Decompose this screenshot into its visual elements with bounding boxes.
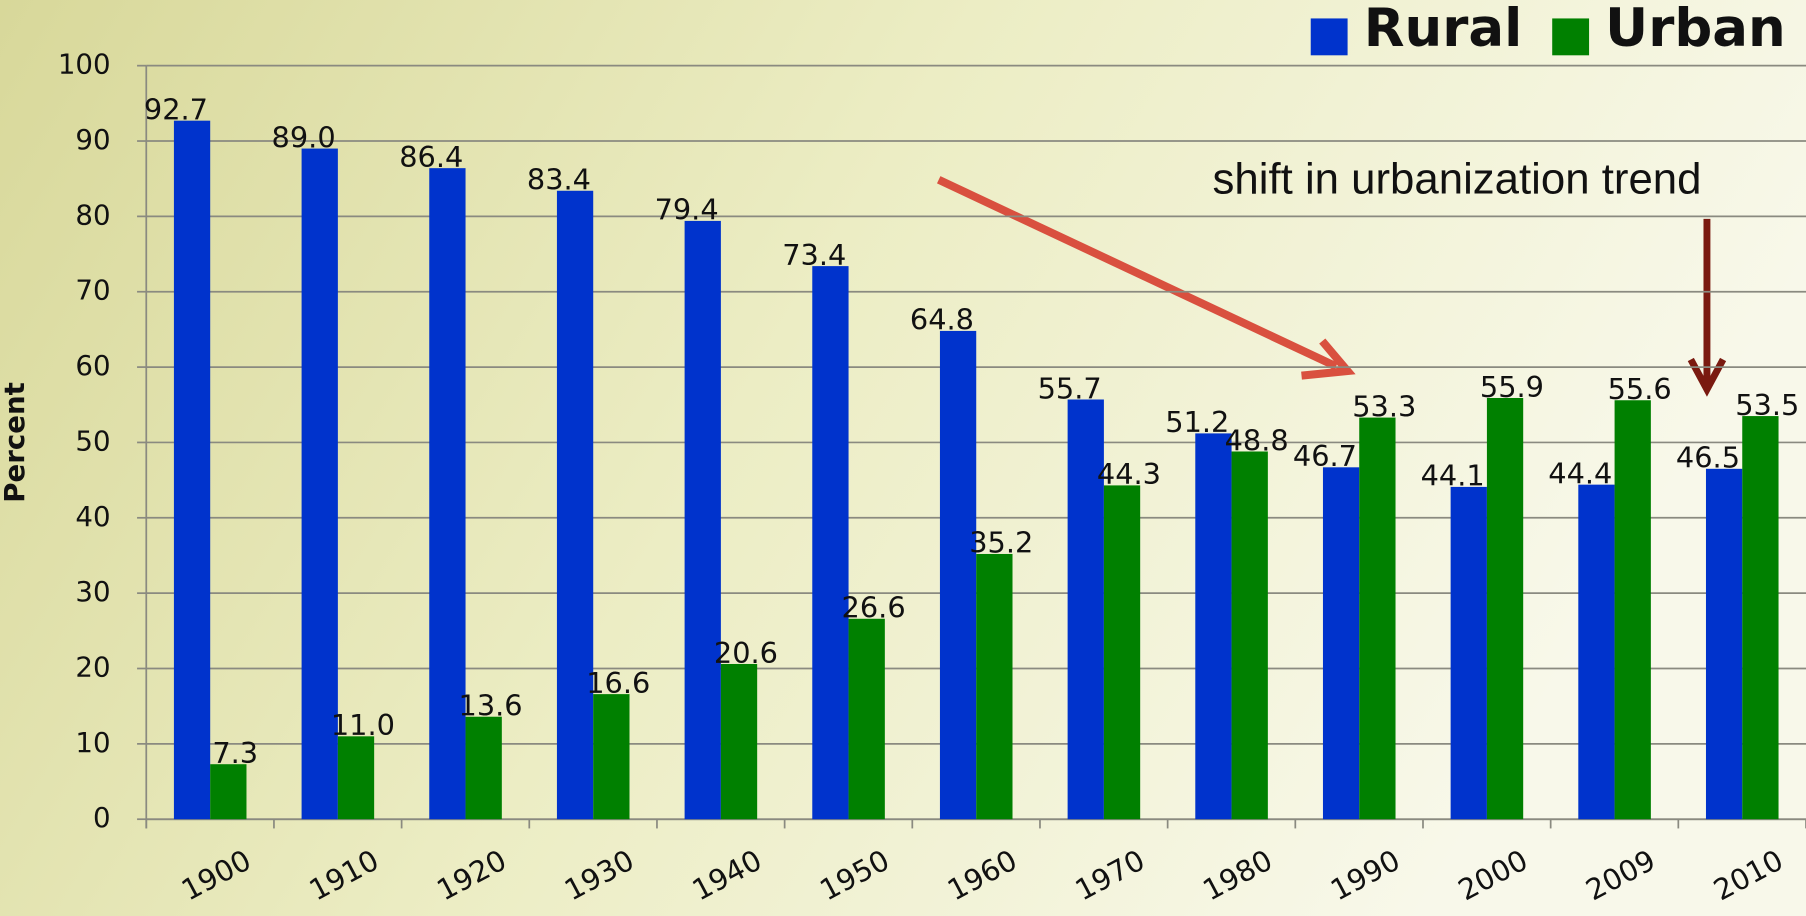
arrow-diagonal xyxy=(936,176,1356,380)
value-label: 26.6 xyxy=(842,591,906,625)
bar xyxy=(976,553,1013,820)
value-label: 51.2 xyxy=(1165,405,1229,439)
value-label: 46.7 xyxy=(1293,439,1357,473)
value-label: 44.4 xyxy=(1548,456,1612,490)
bar xyxy=(1067,399,1104,820)
y-tick-label: 40 xyxy=(75,500,110,533)
value-label: 16.6 xyxy=(586,666,650,700)
value-label: 64.8 xyxy=(910,303,974,337)
y-tick-label: 0 xyxy=(93,801,111,834)
bar xyxy=(1742,416,1779,820)
value-label: 53.5 xyxy=(1735,388,1799,422)
bar xyxy=(939,330,977,820)
y-tick-label: 30 xyxy=(75,575,110,608)
value-label: 44.3 xyxy=(1097,457,1161,491)
legend-label: Rural xyxy=(1364,0,1523,59)
bar xyxy=(1195,433,1232,820)
value-label: 79.4 xyxy=(655,193,719,227)
y-tick-label: 80 xyxy=(75,198,110,231)
y-tick-label: 20 xyxy=(75,651,110,684)
value-label: 73.4 xyxy=(782,238,846,272)
value-label: 89.0 xyxy=(272,120,336,154)
y-tick-label: 10 xyxy=(75,726,110,759)
bar xyxy=(684,220,721,820)
value-label: 7.3 xyxy=(212,736,258,770)
value-label: 46.5 xyxy=(1676,441,1740,475)
y-tick-label: 60 xyxy=(75,349,110,382)
y-tick-label: 70 xyxy=(75,274,110,307)
value-label: 92.7 xyxy=(144,92,208,126)
bar xyxy=(556,190,594,820)
value-label: 35.2 xyxy=(969,526,1033,560)
value-label: 44.1 xyxy=(1421,459,1485,493)
bar xyxy=(593,694,630,820)
arrow-vertical xyxy=(1687,218,1727,397)
bar xyxy=(848,618,885,820)
value-label: 83.4 xyxy=(527,163,591,197)
value-label: 53.3 xyxy=(1352,389,1416,423)
bar xyxy=(1103,485,1141,820)
legend-label: Urban xyxy=(1605,0,1786,59)
bar xyxy=(1322,467,1360,820)
bar xyxy=(1486,397,1524,820)
y-tick-label: 100 xyxy=(58,48,111,81)
bar xyxy=(173,120,211,820)
value-label: 55.6 xyxy=(1608,372,1672,406)
value-label: 11.0 xyxy=(331,708,395,742)
bar xyxy=(1578,484,1615,820)
bar xyxy=(1359,417,1396,820)
bar xyxy=(1614,400,1651,820)
value-label: 13.6 xyxy=(459,689,523,723)
bar xyxy=(337,736,375,820)
value-label: 20.6 xyxy=(714,636,778,670)
bar xyxy=(812,266,849,820)
bar xyxy=(210,764,247,820)
y-axis-label: Percent xyxy=(0,382,31,503)
bar xyxy=(1231,451,1268,820)
bar xyxy=(1705,468,1743,820)
bar xyxy=(720,663,758,820)
value-label: 55.7 xyxy=(1038,371,1102,405)
value-label: 55.9 xyxy=(1480,370,1544,404)
bar xyxy=(1450,486,1487,820)
legend-swatch xyxy=(1310,18,1348,56)
value-label: 48.8 xyxy=(1225,423,1289,457)
y-tick-label: 50 xyxy=(75,424,110,457)
legend-swatch xyxy=(1552,18,1590,56)
bar xyxy=(465,716,502,820)
bar xyxy=(301,148,338,820)
y-tick-label: 90 xyxy=(75,123,110,156)
value-label: 86.4 xyxy=(399,140,463,174)
bar xyxy=(429,168,466,820)
annotation: shift in urbanization trend xyxy=(1213,155,1702,204)
